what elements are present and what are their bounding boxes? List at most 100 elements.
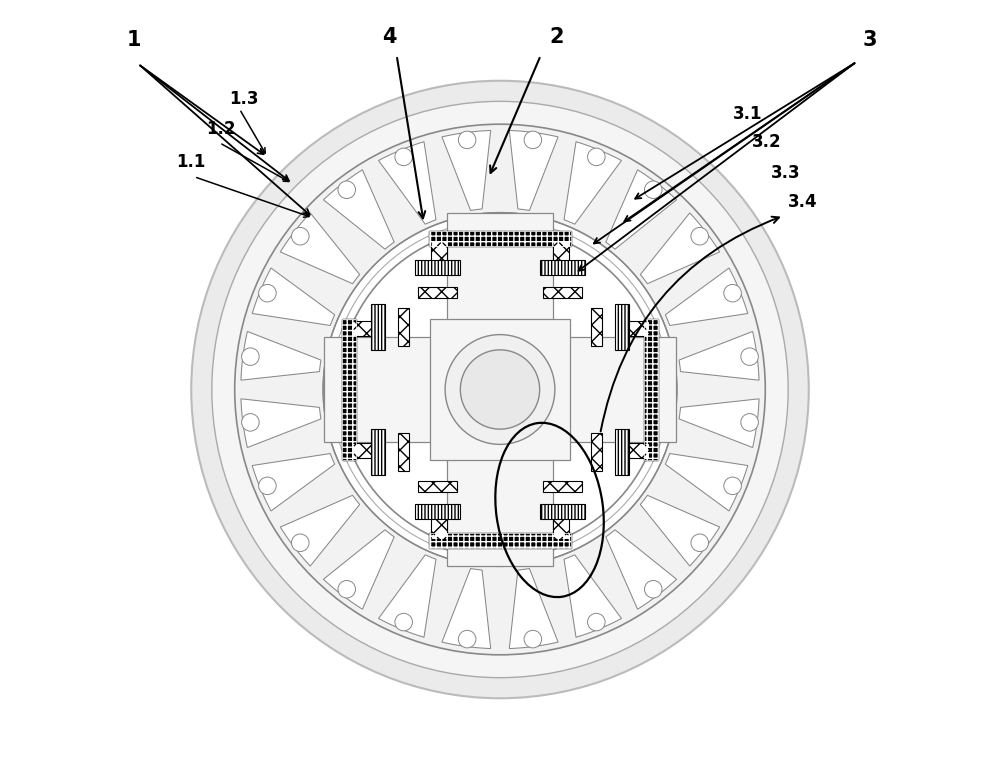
Polygon shape — [509, 569, 558, 649]
Polygon shape — [241, 399, 321, 448]
Polygon shape — [640, 213, 720, 284]
Polygon shape — [379, 142, 436, 224]
Polygon shape — [679, 331, 759, 380]
Circle shape — [724, 284, 741, 302]
Circle shape — [644, 580, 662, 598]
Polygon shape — [323, 170, 394, 249]
Bar — [540, 260, 585, 275]
Bar — [553, 517, 569, 539]
Bar — [415, 504, 460, 519]
Polygon shape — [280, 213, 360, 284]
Polygon shape — [509, 130, 558, 210]
Bar — [324, 337, 464, 442]
Bar — [415, 260, 460, 275]
Polygon shape — [606, 170, 677, 249]
Bar — [447, 213, 553, 354]
Bar — [431, 240, 447, 262]
Text: 3.2: 3.2 — [752, 133, 781, 151]
Polygon shape — [564, 555, 621, 637]
Circle shape — [524, 630, 542, 648]
Circle shape — [724, 477, 741, 495]
Bar — [591, 433, 602, 471]
Bar — [591, 308, 602, 346]
Bar — [351, 321, 372, 336]
Circle shape — [292, 534, 309, 552]
Circle shape — [338, 181, 356, 199]
Bar — [429, 533, 571, 548]
Bar — [431, 517, 447, 539]
Circle shape — [460, 350, 540, 429]
Circle shape — [741, 414, 758, 431]
Circle shape — [259, 284, 276, 302]
Circle shape — [242, 414, 259, 431]
Polygon shape — [323, 530, 394, 609]
Circle shape — [395, 613, 412, 631]
Bar — [615, 304, 629, 350]
Bar — [628, 321, 649, 336]
Text: 1.1: 1.1 — [176, 153, 205, 171]
Polygon shape — [379, 555, 436, 637]
Text: 3.3: 3.3 — [771, 164, 800, 182]
Circle shape — [741, 348, 758, 365]
Polygon shape — [665, 268, 748, 326]
Bar — [429, 533, 571, 548]
Polygon shape — [252, 453, 335, 511]
Polygon shape — [252, 268, 335, 326]
Circle shape — [691, 534, 708, 552]
Bar — [543, 481, 582, 492]
Bar — [351, 443, 372, 458]
Circle shape — [292, 227, 309, 245]
Bar — [644, 319, 658, 460]
Bar — [543, 287, 582, 298]
Text: 1.2: 1.2 — [206, 120, 236, 138]
Bar — [644, 319, 658, 460]
Circle shape — [323, 213, 677, 566]
Bar — [342, 319, 356, 460]
Circle shape — [212, 101, 788, 678]
Bar — [553, 240, 569, 262]
Bar — [628, 443, 649, 458]
Bar — [430, 319, 570, 460]
Circle shape — [235, 124, 765, 655]
Polygon shape — [241, 331, 321, 380]
Circle shape — [588, 613, 605, 631]
Bar — [398, 433, 409, 471]
Circle shape — [458, 630, 476, 648]
Circle shape — [242, 348, 259, 365]
Circle shape — [524, 131, 542, 149]
Text: 3: 3 — [862, 30, 877, 51]
Text: 3.1: 3.1 — [733, 105, 762, 123]
Bar — [615, 429, 629, 475]
Circle shape — [691, 227, 708, 245]
Text: 1: 1 — [126, 30, 141, 51]
Text: 4: 4 — [382, 26, 396, 47]
Bar — [540, 504, 585, 519]
Bar — [418, 287, 457, 298]
Bar — [342, 319, 356, 460]
Circle shape — [644, 181, 662, 199]
Bar — [371, 429, 385, 475]
Circle shape — [338, 580, 356, 598]
Circle shape — [445, 335, 555, 444]
Circle shape — [458, 131, 476, 149]
Text: 1.3: 1.3 — [229, 90, 259, 108]
Bar — [536, 337, 676, 442]
Text: 3.4: 3.4 — [788, 192, 818, 210]
Circle shape — [338, 228, 662, 551]
Bar — [429, 231, 571, 246]
Polygon shape — [665, 453, 748, 511]
Circle shape — [588, 148, 605, 166]
Bar — [398, 308, 409, 346]
Circle shape — [395, 148, 412, 166]
Bar — [447, 425, 553, 566]
Bar — [429, 231, 571, 246]
Circle shape — [191, 81, 809, 698]
Polygon shape — [606, 530, 677, 609]
Bar — [418, 481, 457, 492]
Bar — [371, 304, 385, 350]
Polygon shape — [442, 130, 491, 210]
Text: 2: 2 — [550, 26, 564, 47]
Polygon shape — [640, 495, 720, 566]
Polygon shape — [564, 142, 621, 224]
Polygon shape — [442, 569, 491, 649]
